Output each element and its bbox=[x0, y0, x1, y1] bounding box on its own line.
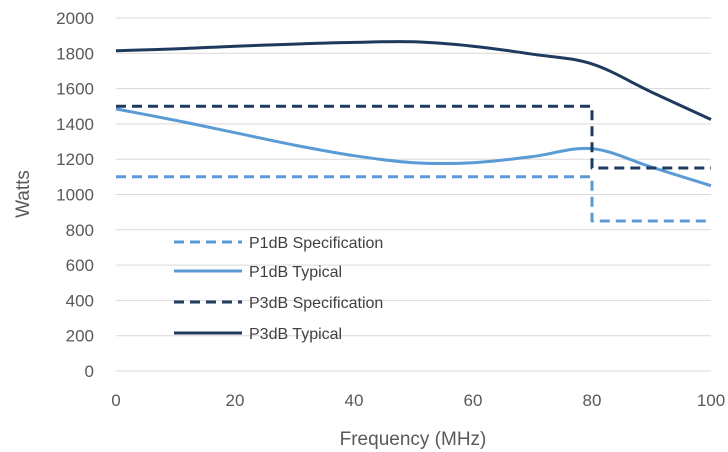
series-lines bbox=[115, 40, 712, 223]
y-tick-label: 800 bbox=[66, 221, 94, 240]
y-axis-label: Watts bbox=[13, 170, 34, 218]
x-axis-label: Frequency (MHz) bbox=[340, 429, 487, 450]
x-axis-ticks: 0 20 40 60 80 100 bbox=[111, 391, 725, 410]
legend-label: P1dB Typical bbox=[249, 264, 342, 281]
legend-label: P3dB Specification bbox=[249, 295, 383, 312]
series-line-4 bbox=[115, 40, 712, 121]
y-tick-label: 1200 bbox=[56, 150, 94, 169]
x-tick-label: 80 bbox=[583, 391, 602, 410]
x-tick-label: 40 bbox=[345, 391, 364, 410]
x-tick-label: 60 bbox=[464, 391, 483, 410]
legend-label: P3dB Typical bbox=[249, 326, 342, 343]
x-tick-label: 100 bbox=[697, 391, 725, 410]
y-tick-label: 2000 bbox=[56, 9, 94, 28]
y-tick-label: 1000 bbox=[56, 186, 94, 205]
y-tick-label: 1800 bbox=[56, 44, 94, 63]
series-line-3 bbox=[116, 104, 711, 170]
y-tick-label: 1400 bbox=[56, 115, 94, 134]
y-axis-ticks: 0 200 400 600 800 1000 1200 1400 1600 1800 2000 bbox=[56, 9, 94, 381]
y-tick-label: 400 bbox=[66, 291, 94, 310]
x-tick-label: 0 bbox=[111, 391, 120, 410]
series-line-2 bbox=[115, 107, 712, 188]
y-tick-label: 200 bbox=[66, 327, 94, 346]
gridlines bbox=[116, 17, 711, 372]
y-tick-label: 600 bbox=[66, 256, 94, 275]
legend-label: P1dB Specification bbox=[249, 235, 383, 252]
series-line-1 bbox=[116, 175, 711, 223]
y-tick-label: 1600 bbox=[56, 80, 94, 99]
x-tick-label: 20 bbox=[226, 391, 245, 410]
y-tick-label: 0 bbox=[85, 362, 94, 381]
legend: P1dB Specification P1dB Typical P3dB Speci… bbox=[174, 235, 383, 343]
